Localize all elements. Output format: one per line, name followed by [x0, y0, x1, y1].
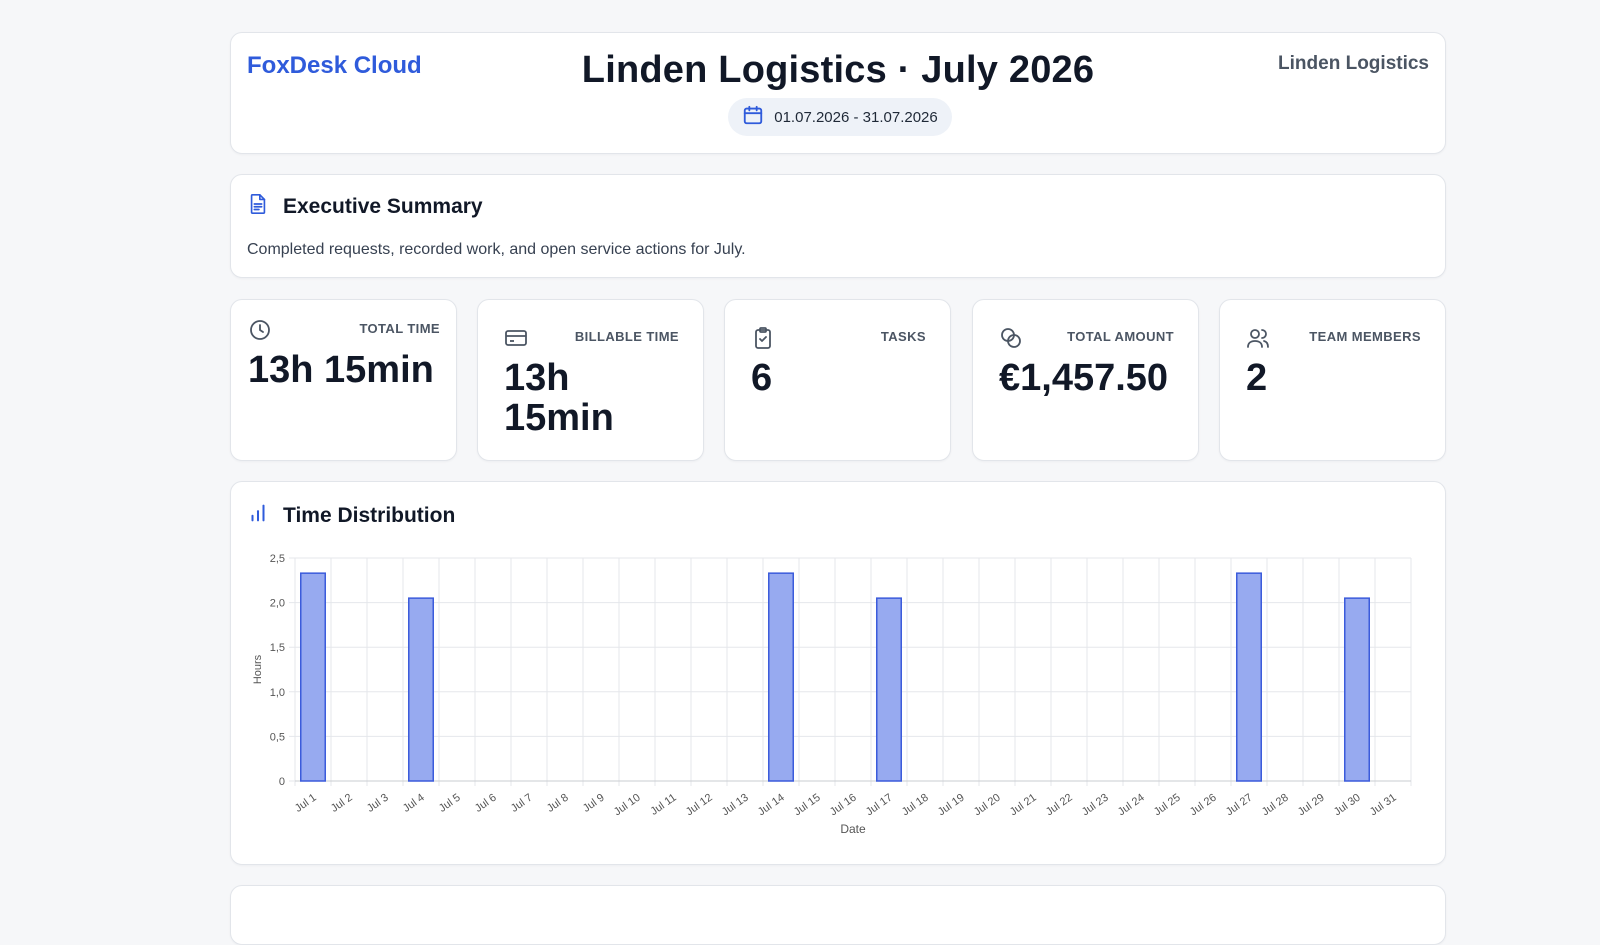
stat-card-total-time: TOTAL TIME 13h 15min — [230, 299, 457, 461]
x-tick-label: Jul 21 — [1008, 792, 1039, 819]
summary-text: Completed requests, recorded work, and o… — [247, 241, 746, 258]
users-icon — [1246, 326, 1270, 350]
x-tick-label: Jul 13 — [720, 792, 751, 819]
bar — [876, 597, 902, 782]
y-tick-label: 0 — [279, 776, 285, 788]
stat-label: TASKS — [880, 329, 926, 344]
x-tick-label: Jul 6 — [473, 792, 499, 815]
stat-value: €1,457.50 — [999, 357, 1169, 399]
x-tick-label: Jul 3 — [365, 792, 391, 815]
x-tick-label: Jul 31 — [1368, 792, 1399, 819]
executive-summary-card: Executive Summary Completed requests, re… — [230, 174, 1446, 278]
x-tick-label: Jul 27 — [1224, 792, 1255, 819]
x-tick-label: Jul 4 — [401, 792, 427, 815]
clipboard-check-icon — [751, 326, 775, 350]
x-axis-label: Date — [840, 822, 866, 836]
stat-value-line: 13h — [504, 357, 570, 399]
document-icon — [247, 192, 269, 221]
brand-logo[interactable]: FoxDesk Cloud — [247, 52, 422, 79]
bar — [1236, 572, 1262, 782]
stat-label: TOTAL AMOUNT — [1067, 329, 1174, 344]
x-tick-label: Jul 30 — [1332, 792, 1363, 819]
chart-header: Time Distribution — [247, 501, 455, 530]
x-tick-label: Jul 22 — [1044, 792, 1075, 819]
bar — [408, 597, 434, 782]
summary-header: Executive Summary — [247, 192, 483, 221]
stat-label: BILLABLE TIME — [574, 329, 679, 344]
stat-value-line: 15min — [504, 397, 614, 439]
chart-title: Time Distribution — [283, 503, 456, 527]
y-tick-label: 1,5 — [270, 642, 285, 654]
stat-value: 6 — [751, 357, 773, 399]
x-tick-label: Jul 26 — [1188, 792, 1219, 819]
x-tick-label: Jul 18 — [900, 792, 931, 819]
stat-value: 2 — [1246, 357, 1268, 399]
coins-icon — [999, 326, 1023, 350]
report-header: FoxDesk Cloud Linden Logistics · July 20… — [230, 32, 1446, 154]
date-range-picker[interactable]: 01.07.2026 - 31.07.2026 — [728, 98, 952, 136]
x-tick-label: Jul 20 — [972, 792, 1003, 819]
company-name: Linden Logistics — [1278, 53, 1429, 74]
y-axis-label: Hours — [252, 654, 264, 684]
x-tick-label: Jul 2 — [329, 792, 355, 815]
y-tick-label: 1,0 — [270, 687, 285, 699]
y-tick-label: 2,0 — [270, 598, 285, 610]
bar — [768, 572, 794, 782]
summary-title: Executive Summary — [283, 194, 483, 218]
stat-card-total-amount: TOTAL AMOUNT €1,457.50 — [972, 299, 1199, 461]
x-tick-label: Jul 8 — [545, 792, 571, 815]
y-tick-label: 2,5 — [270, 553, 285, 565]
x-tick-label: Jul 19 — [936, 792, 967, 819]
stat-value: 13h 15min — [504, 358, 614, 438]
page-title: Linden Logistics · July 2026 — [581, 49, 1095, 91]
x-tick-label: Jul 5 — [437, 792, 463, 815]
x-tick-label: Jul 14 — [756, 792, 787, 819]
calendar-icon — [742, 104, 764, 130]
clock-icon — [248, 318, 272, 342]
bar — [300, 572, 326, 782]
next-section-card — [230, 885, 1446, 945]
x-tick-label: Jul 15 — [792, 792, 823, 819]
time-distribution-chart: 0 0,5 1,0 1,5 2,0 2,5 Jul 1 Jul 2 Jul 3 Jul 4 Jul … — [252, 553, 1412, 836]
x-tick-label: Jul 29 — [1296, 792, 1327, 819]
y-tick-label: 0,5 — [270, 731, 285, 743]
x-tick-label: Jul 23 — [1080, 792, 1111, 819]
x-tick-label: Jul 9 — [581, 792, 607, 815]
stat-card-billable-time: BILLABLE TIME 13h 15min — [477, 299, 704, 461]
x-tick-label: Jul 11 — [648, 792, 678, 818]
x-tick-label: Jul 25 — [1152, 792, 1183, 819]
bar — [1344, 597, 1370, 782]
x-tick-label: Jul 24 — [1116, 792, 1147, 819]
stat-value: 13h 15min — [248, 349, 434, 391]
time-distribution-card: 0 0,5 1,0 1,5 2,0 2,5 Jul 1 Jul 2 Jul 3 Jul 4 Jul … — [230, 481, 1446, 865]
bar-chart-icon — [247, 501, 269, 530]
date-range-text: 01.07.2026 - 31.07.2026 — [774, 108, 938, 126]
x-tick-label: Jul 28 — [1260, 792, 1291, 819]
x-tick-label: Jul 1 — [293, 792, 319, 815]
x-tick-label: Jul 16 — [828, 792, 859, 819]
stat-label: TOTAL TIME — [359, 321, 440, 336]
stat-card-team-members: TEAM MEMBERS 2 — [1219, 299, 1446, 461]
x-tick-label: Jul 12 — [684, 792, 715, 819]
credit-card-icon — [504, 326, 528, 350]
stat-label: TEAM MEMBERS — [1309, 329, 1421, 344]
stat-card-tasks: TASKS 6 — [724, 299, 951, 461]
x-tick-label: Jul 17 — [864, 792, 895, 819]
x-tick-label: Jul 10 — [612, 792, 643, 819]
x-tick-label: Jul 7 — [509, 792, 535, 815]
